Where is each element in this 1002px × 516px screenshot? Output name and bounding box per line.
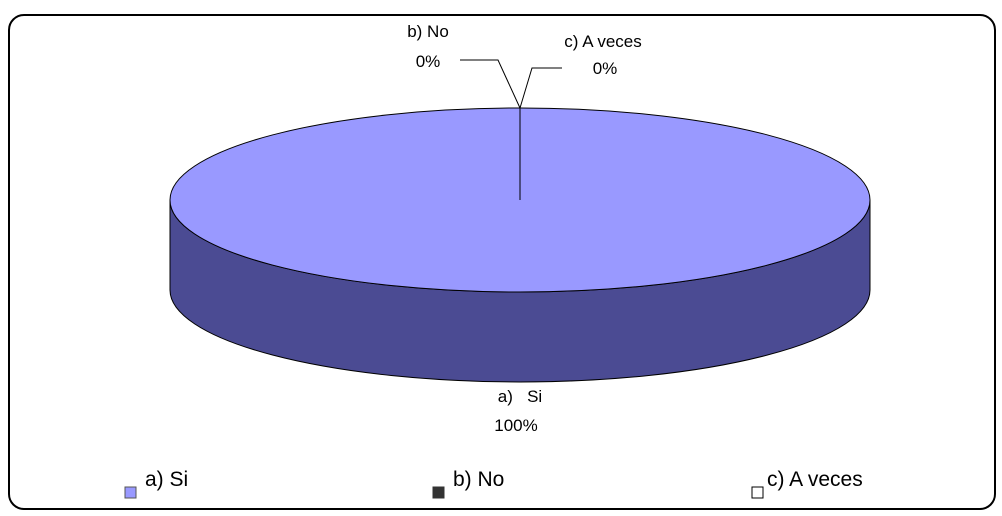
data-label-a-si-category: a) Si xyxy=(498,387,542,406)
legend-item-a-si: a) Si xyxy=(124,468,188,499)
legend-swatch-c-a-veces xyxy=(751,486,764,499)
legend-label-c-a-veces: c) A veces xyxy=(767,468,863,491)
legend-item-b-no: b) No xyxy=(432,468,504,499)
data-label-c-a-veces-category: c) A veces xyxy=(564,32,641,51)
legend-label-b-no: b) No xyxy=(453,468,504,491)
legend-label-a-si: a) Si xyxy=(145,468,188,491)
data-labels: b) No 0% c) A veces 0% a) Si 100% xyxy=(407,22,642,435)
leader-line-c-a-veces xyxy=(519,67,562,109)
data-label-c-a-veces-value: 0% xyxy=(593,59,618,78)
data-label-a-si-value: 100% xyxy=(494,416,537,435)
leader-line-b-no xyxy=(460,59,521,109)
data-label-b-no-category: b) No xyxy=(407,22,449,41)
legend: a) Si b) No c) A veces xyxy=(124,468,863,499)
legend-swatch-b-no xyxy=(432,486,445,499)
legend-item-c-a-veces: c) A veces xyxy=(751,468,863,499)
legend-swatch-a-si xyxy=(124,486,137,499)
pie-3d xyxy=(169,107,871,383)
data-label-b-no-value: 0% xyxy=(416,52,441,71)
